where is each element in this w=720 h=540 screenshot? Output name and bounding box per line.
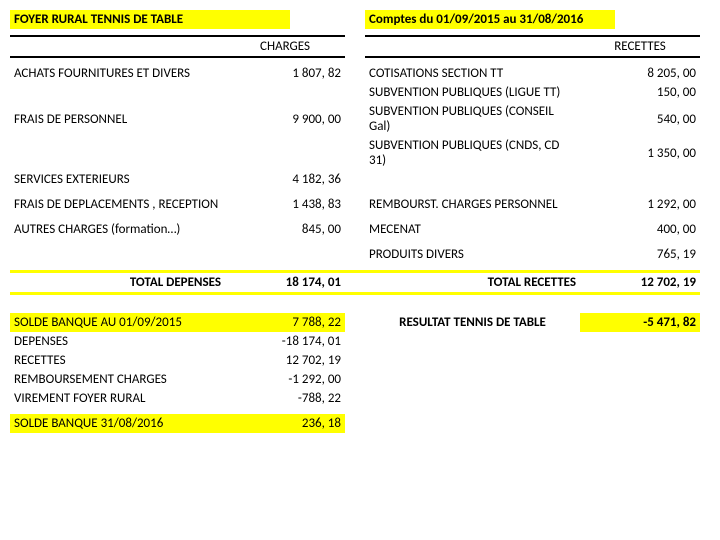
- body-row: FRAIS DE PERSONNEL 9 900, 00 SUBVENTION …: [10, 102, 710, 136]
- bottom-label: DEPENSES: [10, 332, 225, 351]
- bottom-row: DEPENSES -18 174, 01: [10, 332, 710, 351]
- header-recettes: RECETTES: [580, 35, 700, 58]
- recette-value: 400, 00: [580, 220, 700, 239]
- body-row: SUBVENTION PUBLIQUES (CNDS, CD 31) 1 350…: [10, 136, 710, 170]
- recette-value: 540, 00: [580, 102, 700, 136]
- bottom-label: RECETTES: [10, 351, 225, 370]
- bottom-value: -18 174, 01: [225, 332, 345, 351]
- recette-label: SUBVENTION PUBLIQUES (CONSEIL Gal): [365, 102, 580, 136]
- title-right: Comptes du 01/09/2015 au 31/08/2016: [365, 10, 615, 29]
- section-header: CHARGES RECETTES: [10, 35, 710, 58]
- bottom-value: 12 702, 19: [225, 351, 345, 370]
- body-row: AUTRES CHARGES (formation…) 845, 00 MECE…: [10, 220, 710, 239]
- bottom-row: VIREMENT FOYER RURAL -788, 22: [10, 389, 710, 408]
- charge-label: FRAIS DE DEPLACEMENTS , RECEPTION: [10, 195, 225, 214]
- total-depenses-value: 18 174, 01: [225, 270, 345, 295]
- bottom-row: SOLDE BANQUE 31/08/2016 236, 18: [10, 414, 710, 433]
- charge-value: 1 438, 83: [225, 195, 345, 214]
- body-row: SERVICES EXTERIEURS 4 182, 36: [10, 170, 710, 189]
- solde-start-value: 7 788, 22: [225, 313, 345, 332]
- recette-value: 8 205, 00: [580, 64, 700, 83]
- charge-value: 9 900, 00: [225, 102, 345, 136]
- solde-end-value: 236, 18: [225, 414, 345, 433]
- total-recettes-label: TOTAL RECETTES: [365, 270, 580, 295]
- charge-label: AUTRES CHARGES (formation…): [10, 220, 225, 239]
- charge-value: 1 807, 82: [225, 64, 345, 83]
- recette-label: SUBVENTION PUBLIQUES (LIGUE TT): [365, 83, 580, 102]
- result-value: -5 471, 82: [580, 313, 700, 332]
- charge-value: 4 182, 36: [225, 170, 345, 189]
- recette-value: 1 292, 00: [580, 195, 700, 214]
- recette-label: MECENAT: [365, 220, 580, 239]
- bottom-label: VIREMENT FOYER RURAL: [10, 389, 225, 408]
- charge-label: SERVICES EXTERIEURS: [10, 170, 225, 189]
- body-row: ACHATS FOURNITURES ET DIVERS 1 807, 82 C…: [10, 64, 710, 83]
- charge-label: ACHATS FOURNITURES ET DIVERS: [10, 64, 225, 83]
- title-left: FOYER RURAL TENNIS DE TABLE: [10, 10, 290, 29]
- title-row: FOYER RURAL TENNIS DE TABLE Comptes du 0…: [10, 10, 710, 29]
- bottom-value: -1 292, 00: [225, 370, 345, 389]
- recette-label: REMBOURST. CHARGES PERSONNEL: [365, 195, 580, 214]
- bottom-row: RECETTES 12 702, 19: [10, 351, 710, 370]
- bottom-label: REMBOURSEMENT CHARGES: [10, 370, 225, 389]
- header-charges: CHARGES: [225, 35, 345, 58]
- body-row: PRODUITS DIVERS 765, 19: [10, 245, 710, 264]
- recette-value: 765, 19: [580, 245, 700, 264]
- body-row: FRAIS DE DEPLACEMENTS , RECEPTION 1 438,…: [10, 195, 710, 214]
- recette-label: PRODUITS DIVERS: [365, 245, 580, 264]
- solde-end-label: SOLDE BANQUE 31/08/2016: [10, 414, 225, 433]
- total-depenses-label: TOTAL DEPENSES: [10, 270, 225, 295]
- body-row: SUBVENTION PUBLIQUES (LIGUE TT) 150, 00: [10, 83, 710, 102]
- bottom-row: SOLDE BANQUE AU 01/09/2015 7 788, 22 RES…: [10, 313, 710, 332]
- totals-row: TOTAL DEPENSES 18 174, 01 TOTAL RECETTES…: [10, 270, 710, 295]
- recette-value: 1 350, 00: [580, 136, 700, 170]
- recette-value: 150, 00: [580, 83, 700, 102]
- total-recettes-value: 12 702, 19: [580, 270, 700, 295]
- recette-label: COTISATIONS SECTION TT: [365, 64, 580, 83]
- bottom-value: -788, 22: [225, 389, 345, 408]
- bottom-row: REMBOURSEMENT CHARGES -1 292, 00: [10, 370, 710, 389]
- charge-value: 845, 00: [225, 220, 345, 239]
- solde-start-label: SOLDE BANQUE AU 01/09/2015: [10, 313, 225, 332]
- result-label: RESULTAT TENNIS DE TABLE: [365, 313, 580, 332]
- charge-label: FRAIS DE PERSONNEL: [10, 102, 225, 136]
- recette-label: SUBVENTION PUBLIQUES (CNDS, CD 31): [365, 136, 580, 170]
